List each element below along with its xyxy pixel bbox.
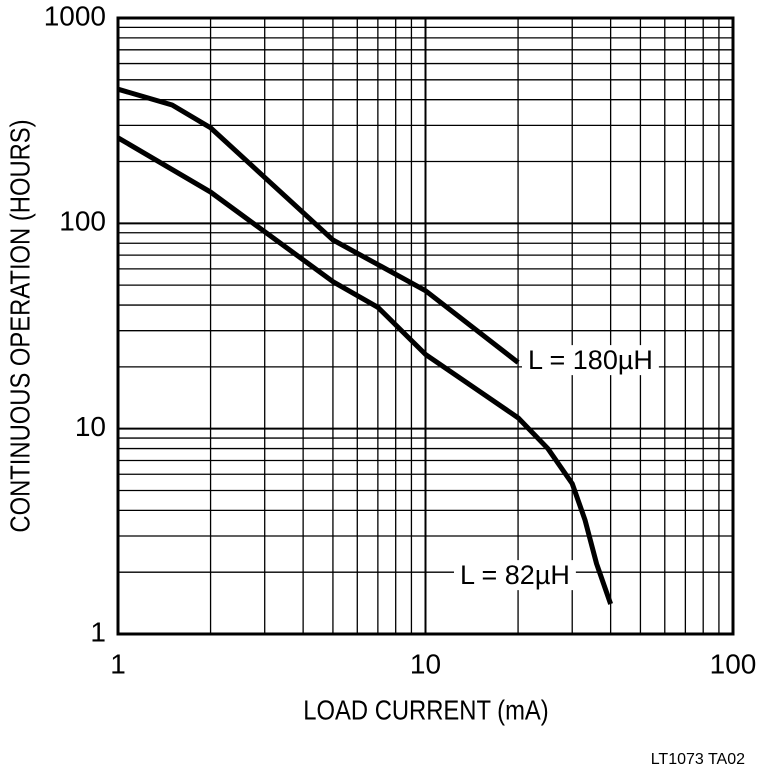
y-tick-label: 10: [75, 411, 106, 442]
plot-frame: [116, 16, 735, 636]
y-tick-label: 1: [90, 616, 106, 647]
y-axis-label: CONTINUOUS OPERATION (HOURS): [4, 119, 36, 532]
label-background: [522, 345, 659, 376]
y-tick-label: 1000: [44, 0, 106, 31]
x-axis-label: LOAD CURRENT (mA): [303, 694, 548, 726]
x-tick-label: 10: [410, 648, 441, 679]
label-background: [454, 560, 576, 591]
line: [116, 135, 613, 605]
grid: [117, 17, 734, 635]
line: [117, 86, 520, 365]
series-label: L = 180µH: [528, 345, 653, 375]
x-tick-label: 100: [710, 648, 757, 679]
x-tick-label: 1: [110, 648, 126, 679]
series-label: L = 82µH: [460, 560, 570, 590]
y-tick-label: 100: [59, 206, 106, 237]
footnote: LT1073 TA02: [651, 751, 745, 768]
